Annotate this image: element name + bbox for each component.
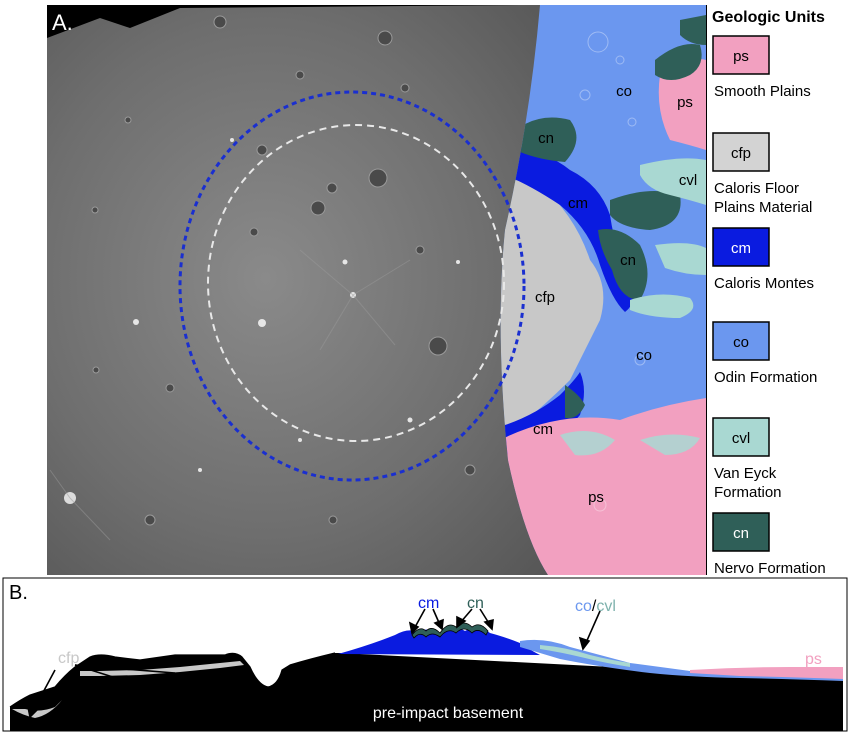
legend-code-cfp: cfp — [731, 145, 751, 162]
label-ps: ps — [805, 651, 822, 668]
legend: Geologic Units ps Smooth Plains cfp Caloris… — [712, 9, 826, 575]
legend-name-cvl: Formation — [714, 484, 782, 501]
cfp-arrowhead-1 — [26, 705, 39, 719]
cn-arrowhead-1 — [456, 615, 467, 629]
legend-swatch-cfp — [712, 132, 770, 172]
legend-item-cn: cn Nervo Formation — [712, 512, 826, 575]
panel-a-geologic-map: A. co ps cn cvl cm cn cfp co cm ps Geolo… — [47, 5, 826, 575]
legend-code-cvl: cvl — [732, 430, 750, 447]
mosaic-image — [47, 5, 548, 575]
cfp-arrow-3 — [74, 664, 176, 674]
label-slash: / — [592, 598, 597, 615]
legend-item-co: co Odin Formation — [712, 321, 817, 386]
map-label-ps-top: ps — [677, 94, 693, 111]
label-co-cvl: co/cvl — [575, 598, 616, 615]
surface-profile — [9, 652, 336, 708]
cvl-band — [540, 645, 630, 667]
legend-swatch-co — [712, 321, 770, 361]
map-label-cfp: cfp — [535, 289, 555, 306]
label-basement: pre-impact basement — [373, 705, 524, 722]
legend-swatch-ps — [712, 35, 770, 75]
legend-name-co: Odin Formation — [714, 369, 817, 386]
co-cvl-arrowhead — [578, 636, 591, 651]
legend-swatch-cvl — [712, 417, 770, 457]
label-cn: cn — [467, 595, 484, 612]
legend-item-ps: ps Smooth Plains — [712, 35, 811, 100]
panel-b-cross-section: B. cfp cm cn co/cvl ps pre-impact baseme… — [2, 577, 848, 732]
panel-a-label: A. — [52, 10, 73, 35]
legend-item-cm: cm Caloris Montes — [712, 227, 814, 292]
cfp-arrowhead-2 — [174, 692, 188, 704]
cfp-arrow-2 — [74, 664, 183, 700]
legend-code-co: co — [733, 334, 749, 351]
cfp-thin-layer — [80, 661, 244, 676]
map-label-co-mid: co — [636, 347, 652, 364]
map-label-cn-mid: cn — [620, 252, 636, 269]
cm-arrowhead-2 — [433, 618, 444, 631]
cm-unit — [338, 627, 540, 655]
co-cvl-arrow — [584, 610, 601, 646]
outer-rim-ring — [178, 90, 526, 482]
cn-crest — [411, 622, 489, 639]
legend-swatch-cm — [712, 227, 770, 267]
basement-layer — [10, 653, 843, 731]
map-label-cn-top: cn — [538, 130, 554, 147]
legend-name-cn: Nervo Formation — [714, 560, 826, 575]
legend-code-ps: ps — [733, 48, 749, 65]
label-cvl: cvl — [596, 598, 616, 615]
ps-unit — [690, 667, 843, 679]
label-cfp: cfp — [58, 650, 79, 667]
map-label-co-top: co — [616, 83, 632, 100]
legend-item-cfp: cfp Caloris Floor Plains Material — [712, 132, 812, 216]
legend-title: Geologic Units — [712, 9, 825, 26]
legend-swatch-cn — [712, 512, 770, 552]
map-label-cm-low: cm — [533, 421, 553, 438]
label-cm: cm — [418, 595, 439, 612]
label-co: co — [575, 598, 592, 615]
inner-rim-ring — [207, 124, 505, 442]
cfp-arrow-1 — [31, 669, 56, 714]
cfp-unit — [12, 700, 62, 718]
panel-b-label: B. — [9, 582, 28, 604]
legend-code-cn: cn — [733, 525, 749, 542]
cn-arrowhead-2 — [483, 618, 494, 631]
legend-name-ps: Smooth Plains — [714, 83, 811, 100]
legend-item-cvl: cvl Van Eyck Formation — [712, 417, 782, 501]
legend-name-cm: Caloris Montes — [714, 275, 814, 292]
cm-arrowhead-1 — [408, 621, 420, 635]
map-label-cm-mid: cm — [568, 195, 588, 212]
legend-name-cfp: Plains Material — [714, 199, 812, 216]
legend-name-cfp: Caloris Floor — [714, 180, 799, 197]
legend-name-cvl: Van Eyck — [714, 465, 777, 482]
map-label-cvl: cvl — [679, 172, 697, 189]
map-label-ps-bottom: ps — [588, 489, 604, 506]
legend-code-cm: cm — [731, 240, 751, 257]
